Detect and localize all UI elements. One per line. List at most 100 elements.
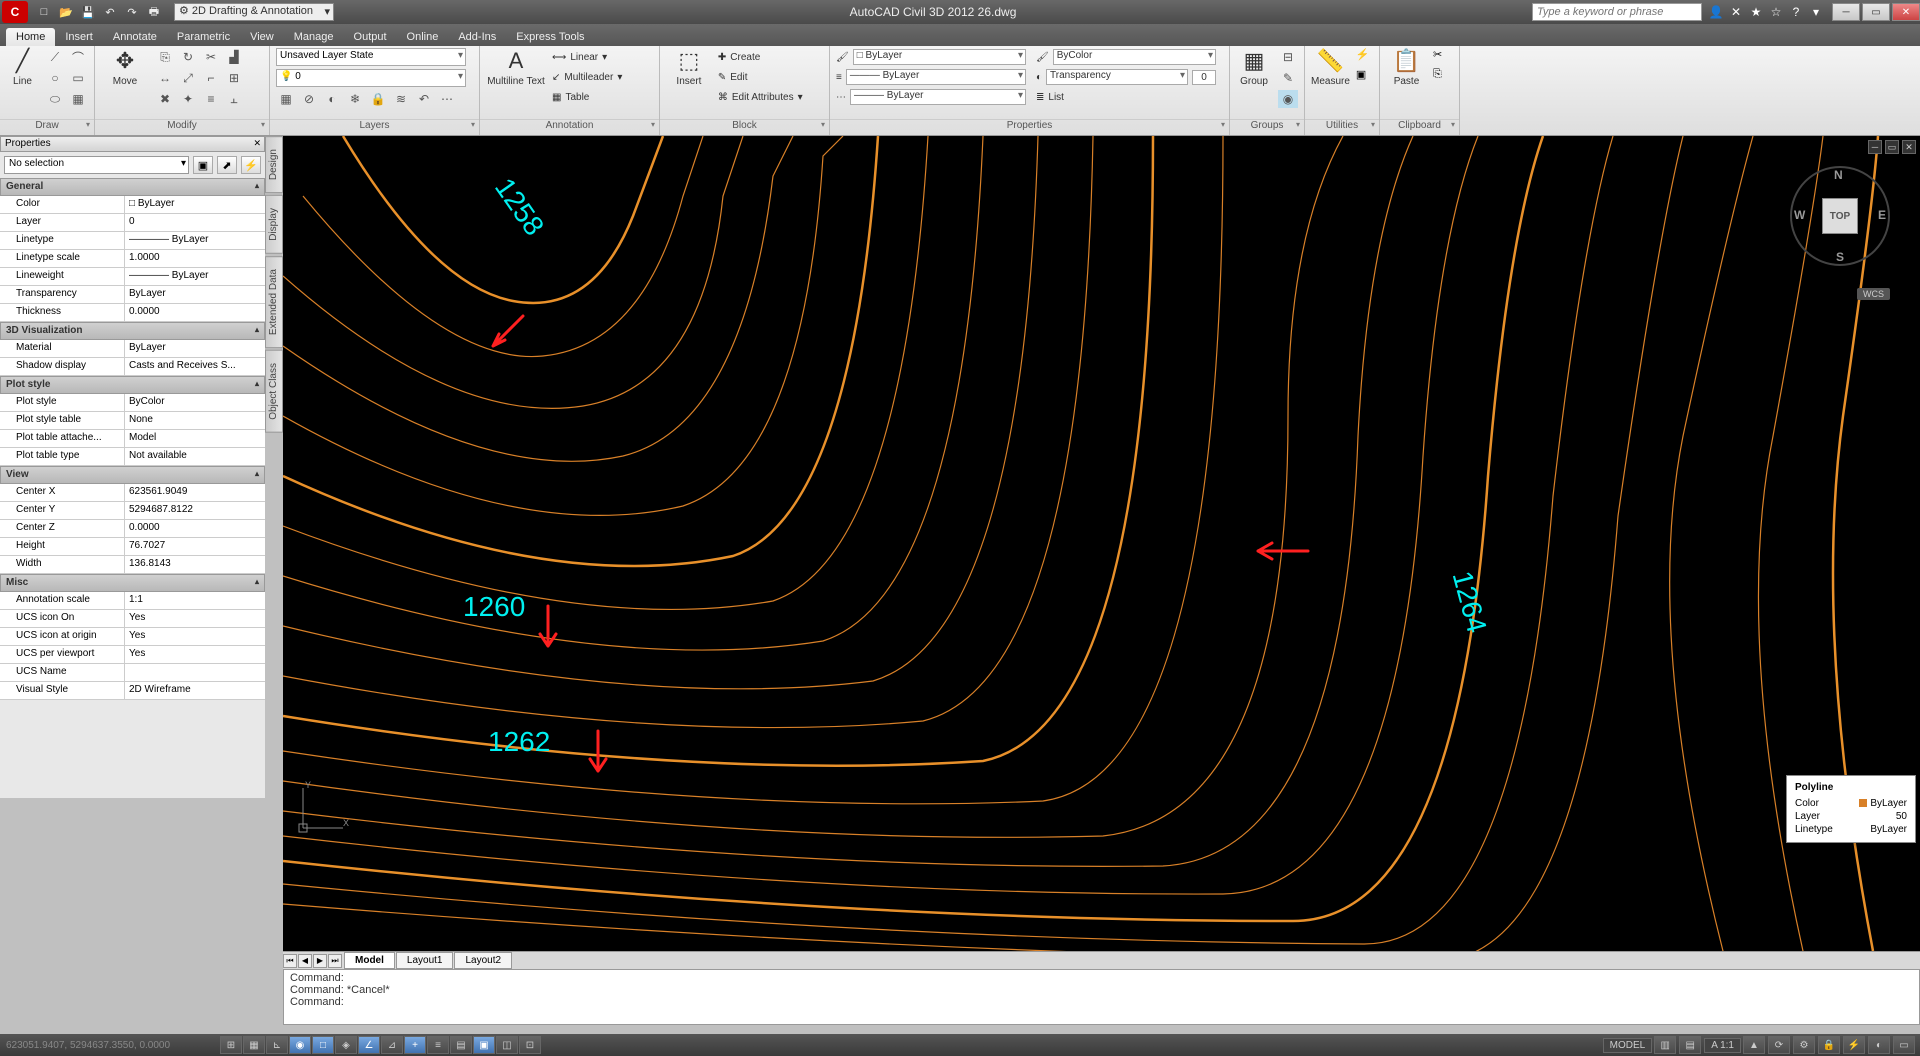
tpy-toggle[interactable]: ▤ [450,1036,472,1054]
prop-value[interactable]: 76.7027 [125,538,265,555]
panel-layers-label[interactable]: Layers [270,119,479,135]
prop-value[interactable]: 623561.9049 [125,484,265,501]
prop-row[interactable]: Annotation scale1:1 [0,592,265,610]
side-tab-extended[interactable]: Extended Data [265,256,283,348]
layermatch-icon[interactable]: ≋ [391,90,411,108]
trim-icon[interactable]: ✂ [201,48,221,66]
3dosnap-toggle[interactable]: ◈ [335,1036,357,1054]
prop-row[interactable]: Shadow displayCasts and Receives S... [0,358,265,376]
linear-dim-button[interactable]: ⟷Linear ▾ [552,48,652,66]
star-icon[interactable]: ☆ [1768,5,1784,19]
section-misc[interactable]: Misc [0,574,265,592]
prop-value[interactable]: Model [125,430,265,447]
hardware-accel-icon[interactable]: ⚡ [1843,1036,1865,1054]
prop-row[interactable]: Plot table typeNot available [0,448,265,466]
layerfrz-icon[interactable]: ❄ [345,90,365,108]
layeroff-icon[interactable]: ⊘ [299,90,319,108]
prop-row[interactable]: UCS icon at originYes [0,628,265,646]
prop-row[interactable]: UCS Name [0,664,265,682]
edit-attr-button[interactable]: ⌘Edit Attributes ▾ [718,88,823,106]
linetype-dropdown[interactable]: ——— ByLayer [850,89,1026,105]
prop-row[interactable]: MaterialByLayer [0,340,265,358]
polyline-icon[interactable]: ⟋ [45,48,65,66]
align-icon[interactable]: ⫠ [224,90,244,108]
quickview-drawings-icon[interactable]: ▤ [1679,1036,1701,1054]
favorite-icon[interactable]: ★ [1748,5,1764,19]
edit-block-button[interactable]: ✎Edit [718,68,823,86]
circle-icon[interactable]: ○ [45,69,65,87]
color-dropdown[interactable]: □ ByLayer [853,49,1026,65]
layer-state-dropdown[interactable]: Unsaved Layer State [276,48,466,66]
help-chevron-icon[interactable]: ▾ [1808,5,1824,19]
prop-row[interactable]: UCS icon OnYes [0,610,265,628]
list-label[interactable]: List [1048,92,1064,103]
exchange-icon[interactable]: ✕ [1728,5,1744,19]
tab-annotate[interactable]: Annotate [103,28,167,46]
side-tab-objectclass[interactable]: Object Class [265,350,283,433]
line-button[interactable]: ╱Line [6,48,39,87]
qat-print-icon[interactable]: 🖶 [144,3,164,21]
fillet-icon[interactable]: ⌐ [201,69,221,87]
tab-parametric[interactable]: Parametric [167,28,240,46]
lineweight-icon[interactable]: ≡ [836,72,842,83]
side-tab-design[interactable]: Design [265,136,283,193]
lwt-toggle[interactable]: ≡ [427,1036,449,1054]
prop-value[interactable]: 0.0000 [125,304,265,321]
togglepickadd-icon[interactable]: ▣ [193,156,213,174]
prop-value[interactable]: Yes [125,610,265,627]
insert-button[interactable]: ⬚Insert [666,48,712,87]
panel-block-label[interactable]: Block [660,119,829,135]
qat-open-icon[interactable]: 📂 [56,3,76,21]
groupedit-icon[interactable]: ✎ [1278,69,1298,87]
prop-row[interactable]: Height76.7027 [0,538,265,556]
prop-row[interactable]: Layer0 [0,214,265,232]
prop-value[interactable]: Yes [125,646,265,663]
prop-value[interactable]: 136.8143 [125,556,265,573]
help-search-input[interactable] [1532,3,1702,21]
prop-value[interactable]: 1.0000 [125,250,265,267]
command-line[interactable]: Command: Command: *Cancel* Command: [283,969,1920,1025]
scale-icon[interactable]: ⤢ [178,69,198,87]
panel-utilities-label[interactable]: Utilities [1305,119,1379,135]
prop-value[interactable]: None [125,412,265,429]
tab-expresstools[interactable]: Express Tools [506,28,594,46]
vp-close-icon[interactable]: ✕ [1902,140,1916,154]
tab-insert[interactable]: Insert [55,28,103,46]
prop-row[interactable]: Color□ ByLayer [0,196,265,214]
tab-layout1[interactable]: Layout1 [396,952,454,969]
otrack-toggle[interactable]: ∠ [358,1036,380,1054]
maximize-button[interactable]: ▭ [1862,3,1890,21]
prop-row[interactable]: TransparencyByLayer [0,286,265,304]
annoauto-icon[interactable]: ⟳ [1768,1036,1790,1054]
layermore-icon[interactable]: ⋯ [437,90,457,108]
prop-row[interactable]: Linetype scale1.0000 [0,250,265,268]
move-button[interactable]: ✥Move [101,48,149,87]
layout-next-icon[interactable]: ▶ [313,954,327,968]
snap-toggle[interactable]: ⊞ [220,1036,242,1054]
lineweight-dropdown[interactable]: ——— ByLayer [846,69,1026,85]
prop-row[interactable]: Plot style tableNone [0,412,265,430]
offset-icon[interactable]: ≡ [201,90,221,108]
prop-value[interactable]: 0 [125,214,265,231]
isolate-icon[interactable]: ◐ [1868,1036,1890,1054]
panel-clipboard-label[interactable]: Clipboard [1380,119,1459,135]
toolbar-lock-icon[interactable]: 🔒 [1818,1036,1840,1054]
prop-row[interactable]: Width136.8143 [0,556,265,574]
tab-online[interactable]: Online [397,28,449,46]
viewcube-face[interactable]: TOP [1822,198,1858,234]
ortho-toggle[interactable]: ⊾ [266,1036,288,1054]
prop-value[interactable]: ByLayer [125,286,265,303]
qselect-icon[interactable]: ⚡ [1356,48,1376,66]
qp-toggle[interactable]: ▣ [473,1036,495,1054]
paste-button[interactable]: 📋Paste [1386,48,1427,87]
properties-palette-title[interactable]: Properties [0,136,265,152]
modelspace-button[interactable]: MODEL [1603,1038,1653,1053]
layout-prev-icon[interactable]: ◀ [298,954,312,968]
sign-in-icon[interactable]: 👤 [1708,5,1724,19]
prop-value[interactable]: ———— ByLayer [125,232,265,249]
prop-row[interactable]: Linetype———— ByLayer [0,232,265,250]
prop-value[interactable]: ByColor [125,394,265,411]
layeriso-icon[interactable]: ◐ [322,90,342,108]
table-button[interactable]: ▦Table [552,88,652,106]
tab-model[interactable]: Model [344,952,395,969]
